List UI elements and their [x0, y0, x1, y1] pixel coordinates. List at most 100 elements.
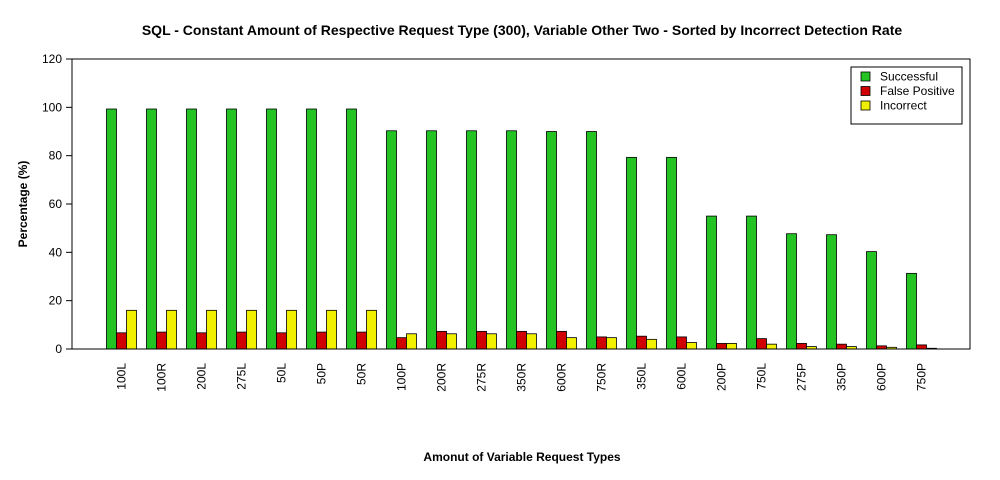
bar-incorrect	[406, 333, 417, 350]
y-tick-label: 100	[42, 100, 62, 114]
x-tick-label: 350P	[835, 363, 849, 391]
y-axis: 0 20 40 60 80 100 120	[42, 52, 72, 356]
bar-incorrect	[526, 333, 537, 350]
x-tick-label: 750R	[595, 363, 609, 392]
bar-false-positive	[836, 343, 847, 350]
bar-incorrect	[766, 343, 777, 350]
x-tick-label: 275P	[795, 363, 809, 391]
bar-incorrect	[566, 337, 577, 350]
x-tick-label: 200L	[195, 363, 209, 390]
x-tick-label: 750L	[755, 363, 769, 390]
x-tick-label: 350R	[515, 363, 529, 392]
bar-incorrect	[646, 338, 657, 350]
bar-successful	[186, 108, 197, 350]
bar-successful	[146, 108, 157, 350]
bar-successful	[346, 108, 357, 350]
bar-false-positive	[796, 343, 807, 350]
bar-successful	[226, 108, 237, 350]
bar-successful	[626, 156, 637, 350]
bar-false-positive	[396, 337, 407, 350]
bar-incorrect	[366, 309, 377, 350]
bar-successful	[266, 108, 277, 350]
bar-successful	[706, 215, 717, 350]
bar-successful	[666, 156, 677, 350]
bar-false-positive	[316, 331, 327, 350]
bar-incorrect	[326, 309, 337, 350]
bar-false-positive	[916, 344, 927, 350]
bar-incorrect	[606, 337, 617, 350]
bar-false-positive	[676, 336, 687, 350]
x-tick-label: 100R	[155, 363, 169, 392]
bar-incorrect	[286, 309, 297, 350]
bar-false-positive	[436, 330, 447, 350]
y-axis-label: Percentage (%)	[16, 161, 30, 248]
bar-incorrect	[446, 333, 457, 350]
bar-incorrect	[246, 309, 257, 350]
bar-successful	[866, 251, 877, 350]
bar-successful	[306, 108, 317, 350]
bar-false-positive	[476, 330, 487, 350]
bar-incorrect	[486, 333, 497, 350]
x-tick-label: 600P	[875, 363, 889, 391]
bar-successful	[826, 234, 837, 350]
legend-swatch	[860, 86, 871, 96]
x-tick-label: 100L	[115, 363, 129, 390]
bar-false-positive	[596, 336, 607, 350]
bar-false-positive	[196, 332, 207, 350]
y-tick-label: 20	[49, 294, 63, 308]
bar-false-positive	[636, 335, 647, 350]
chart-title: SQL - Constant Amount of Respective Requ…	[142, 22, 903, 38]
bar-false-positive	[716, 343, 727, 350]
x-tick-label: 750P	[915, 363, 929, 391]
legend-label: Successful	[880, 70, 938, 84]
bar-false-positive	[756, 338, 767, 350]
bar-successful	[786, 233, 797, 350]
bar-successful	[506, 130, 517, 350]
bar-successful	[746, 215, 757, 350]
bar-incorrect	[726, 343, 737, 350]
legend-label: False Positive	[880, 84, 955, 98]
bar-incorrect	[126, 309, 137, 350]
bar-successful	[426, 130, 437, 350]
y-tick-label: 0	[55, 342, 62, 356]
bar-false-positive	[516, 330, 527, 350]
bar-successful	[906, 272, 917, 350]
bar-false-positive	[236, 331, 247, 350]
bar-incorrect	[166, 309, 177, 350]
x-tick-label: 50R	[355, 363, 369, 385]
y-tick-label: 40	[49, 245, 63, 259]
bar-successful	[106, 108, 117, 350]
bar-incorrect	[206, 309, 217, 350]
x-axis: 100L 100R 200L 275L 50L 50P 50R 100P 200R 275R 350…	[115, 363, 929, 392]
y-tick-label: 60	[49, 197, 63, 211]
x-tick-label: 600R	[555, 363, 569, 392]
x-tick-label: 600L	[675, 363, 689, 390]
plot-bars	[106, 108, 937, 350]
x-axis-label: Amonut of Variable Request Types	[423, 450, 620, 464]
bar-successful	[466, 130, 477, 350]
bar-false-positive	[156, 331, 167, 350]
x-tick-label: 200R	[435, 363, 449, 392]
bar-false-positive	[116, 332, 127, 350]
x-tick-label: 100P	[395, 363, 409, 391]
bar-false-positive	[356, 331, 367, 350]
legend-label: Incorrect	[880, 99, 927, 113]
bar-incorrect	[686, 342, 697, 350]
bar-successful	[386, 130, 397, 350]
bar-false-positive	[556, 330, 567, 350]
x-tick-label: 275R	[475, 363, 489, 392]
x-tick-label: 350L	[635, 363, 649, 390]
legend-swatch	[860, 71, 871, 82]
y-tick-label: 80	[49, 149, 63, 163]
x-tick-label: 275L	[235, 363, 249, 390]
x-tick-label: 200P	[715, 363, 729, 391]
legend-swatch	[860, 100, 871, 111]
y-tick-label: 120	[42, 52, 62, 66]
x-tick-label: 50P	[315, 363, 329, 384]
bar-successful	[586, 131, 597, 350]
bar-false-positive	[276, 332, 287, 350]
x-tick-label: 50L	[275, 363, 289, 383]
bar-successful	[546, 131, 557, 350]
